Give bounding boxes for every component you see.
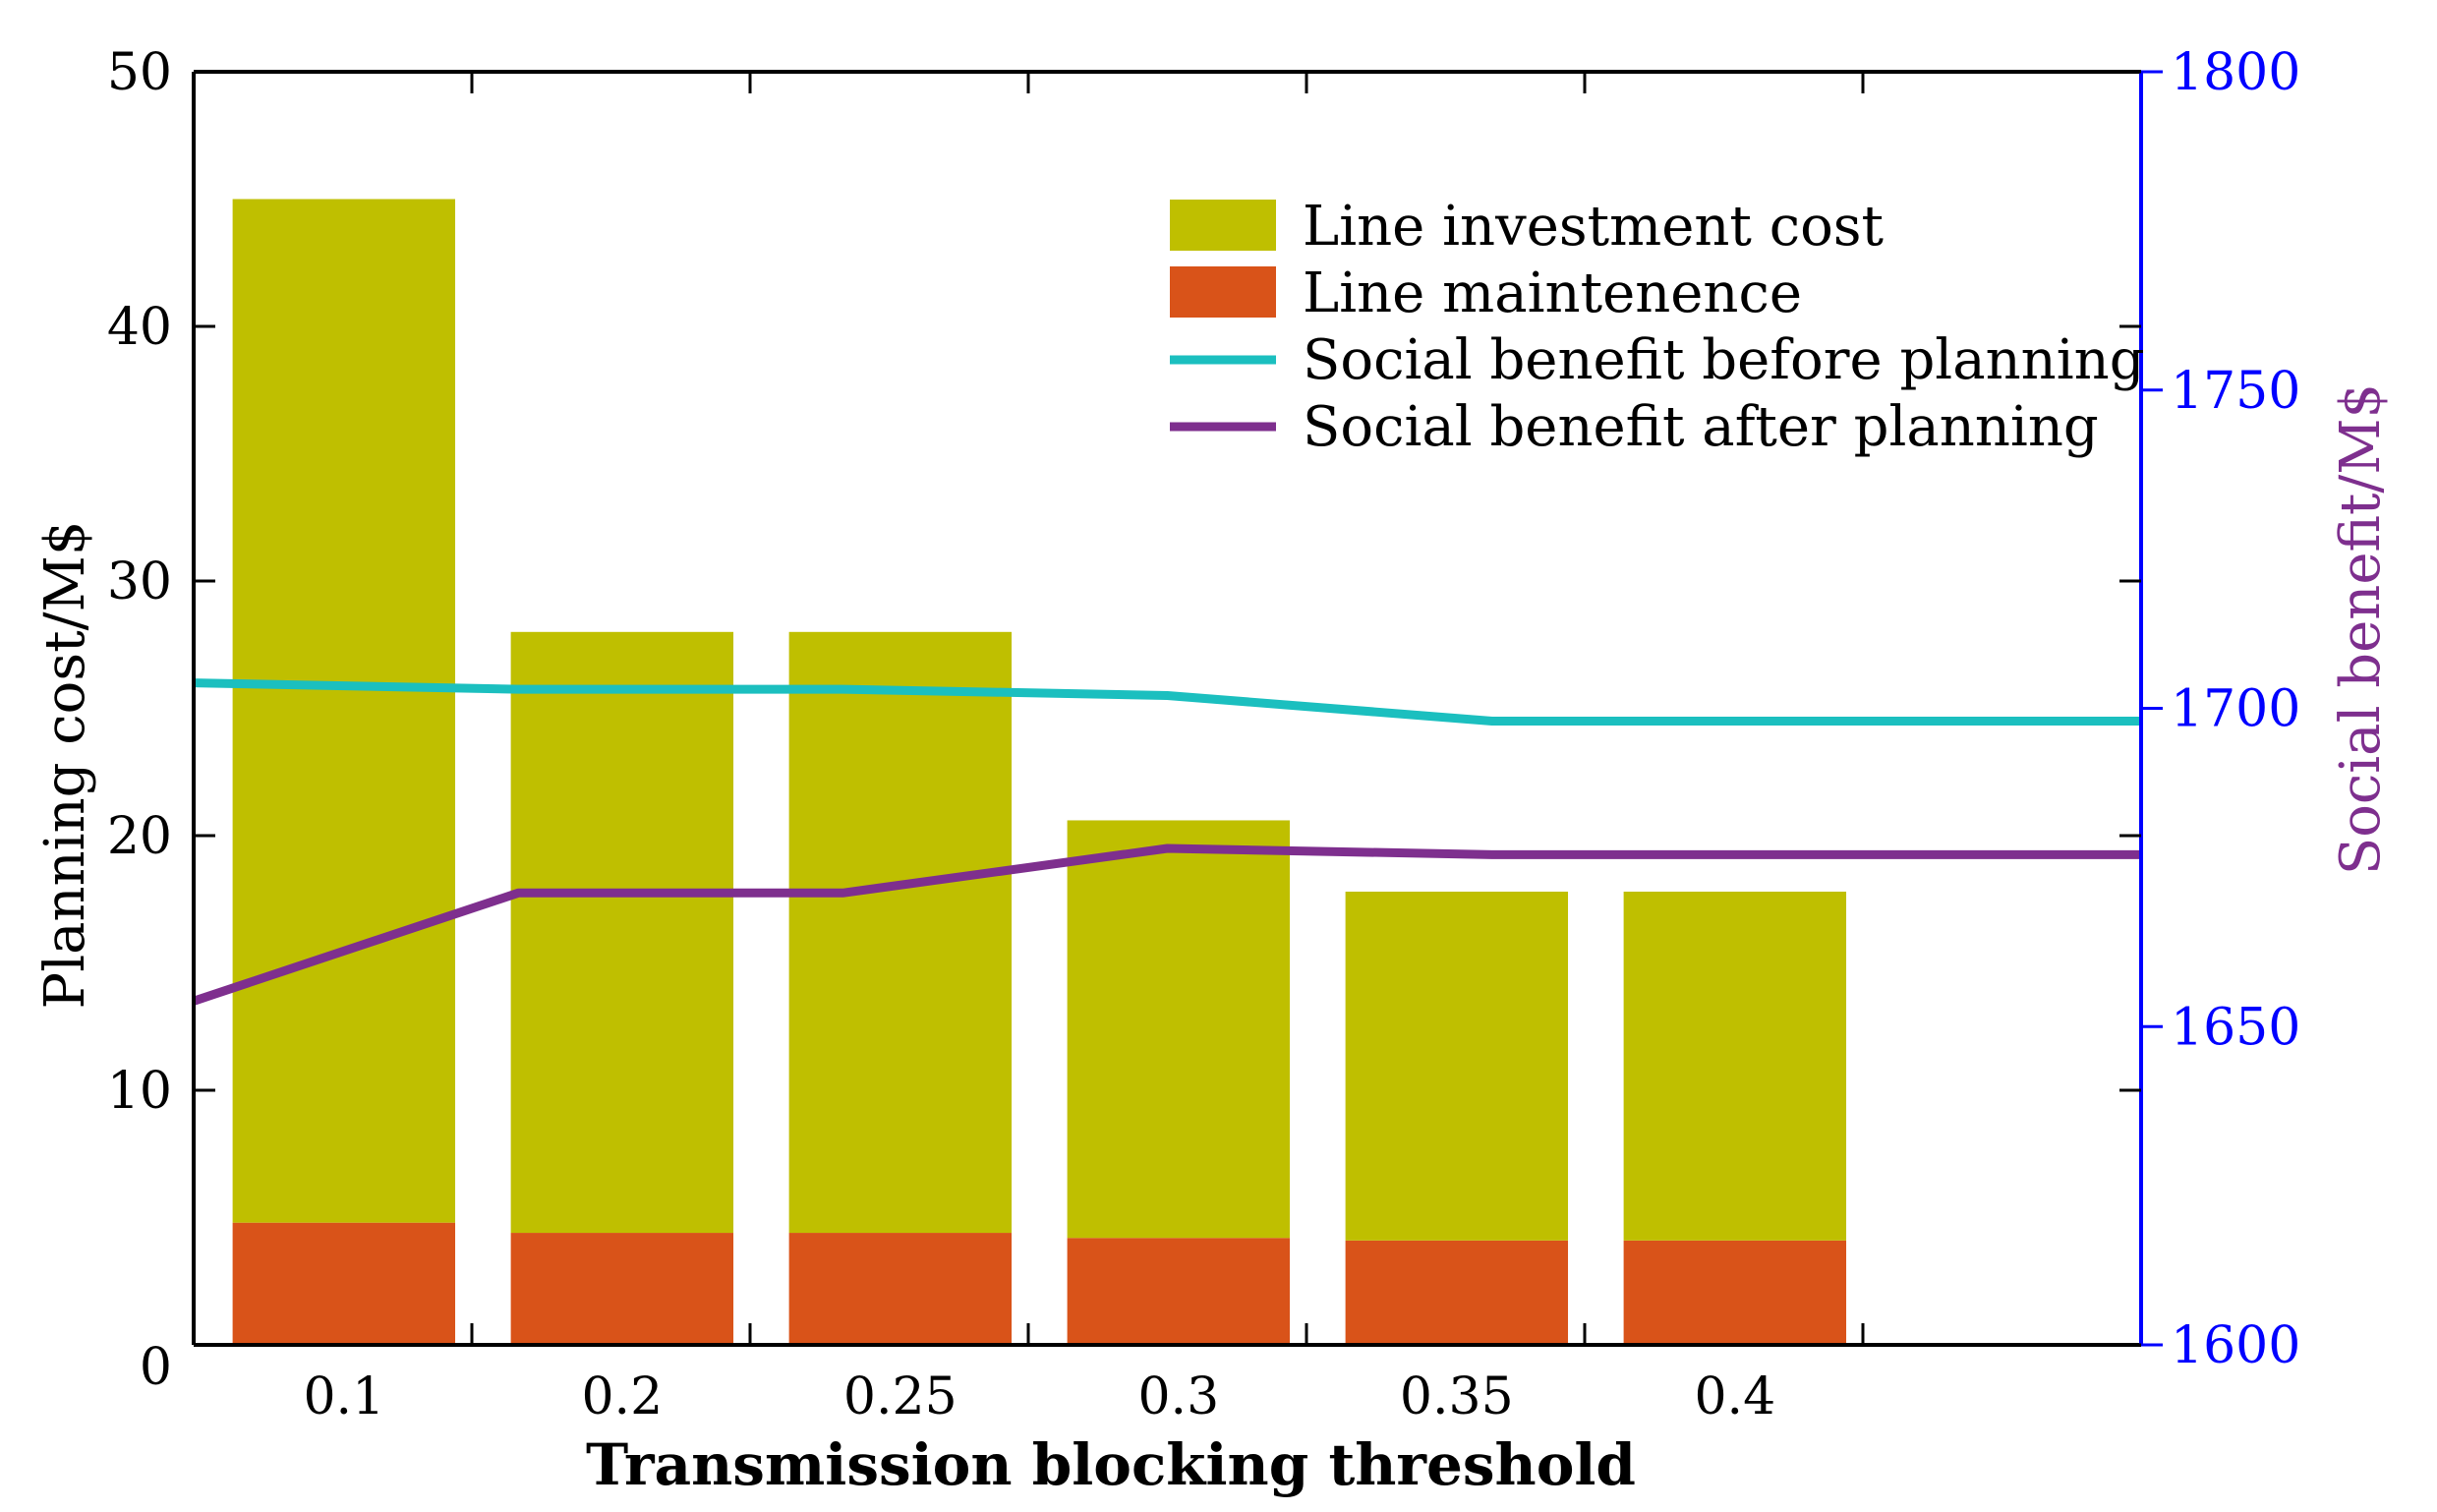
bar-line-investment-cost-0.25 — [788, 631, 1013, 1234]
bar-line-investment-cost-0.2 — [510, 631, 734, 1234]
y-left-tick-label: 40 — [107, 298, 172, 357]
bar-line-maintenence-0.2 — [510, 1233, 734, 1345]
y-right-tick-label: 1600 — [2171, 1316, 2300, 1375]
y-right-tick-label: 1650 — [2171, 998, 2300, 1057]
bar-line-maintenence-0.1 — [232, 1222, 456, 1345]
legend-label: Social benefit after planning — [1303, 395, 2099, 459]
x-tick-label: 0.25 — [843, 1367, 957, 1426]
y-right-tick-label: 1700 — [2171, 680, 2300, 739]
y-left-tick-label: 30 — [107, 552, 172, 611]
bar-line-maintenence-0.3 — [1067, 1238, 1291, 1345]
line-social-benefit-before-planning — [193, 678, 2141, 726]
x-tick-label: 0.35 — [1400, 1367, 1514, 1426]
legend-label: Line investment cost — [1303, 195, 1885, 259]
bar-line-maintenence-0.35 — [1345, 1240, 1569, 1345]
x-tick-label: 0.3 — [1137, 1367, 1219, 1426]
line-social-benefit-after-planning — [192, 843, 2141, 1006]
legend-label: Social benefit before planning — [1303, 328, 2145, 392]
x-tick-label: 0.2 — [581, 1367, 663, 1426]
x-axis-title: Transmission blocking threshold — [586, 1431, 1636, 1498]
axes-frame — [192, 70, 2143, 1347]
bar-line-investment-cost-0.1 — [232, 199, 456, 1223]
y-axis-left-title: Planning cost/M$ — [33, 521, 97, 1010]
y-right-tick-label: 1800 — [2171, 43, 2300, 102]
y-left-tick-label: 10 — [107, 1062, 172, 1121]
bar-line-maintenence-0.25 — [788, 1233, 1013, 1345]
legend-swatch — [1170, 266, 1276, 318]
bar-line-investment-cost-0.35 — [1345, 891, 1569, 1241]
x-tick-label: 0.4 — [1694, 1367, 1775, 1426]
bar-line-investment-cost-0.3 — [1067, 820, 1291, 1239]
y-right-tick-label: 1750 — [2171, 362, 2300, 421]
legend-swatch — [1170, 200, 1276, 251]
bar-line-maintenence-0.4 — [1623, 1240, 1847, 1345]
y-axis-right-title: Social benefit/M$ — [2329, 383, 2393, 875]
y-left-tick-label: 50 — [107, 43, 172, 102]
lines-layer — [192, 678, 2141, 1006]
bars-layer — [232, 199, 1847, 1345]
ticks-layer: 0 10 20 30 40 50 1600 1650 1700 1750 1800 0.1 0.2 0.2… — [107, 43, 2301, 1426]
x-tick-label: 0.1 — [303, 1367, 384, 1426]
legend-label: Line maintenence — [1303, 262, 1802, 325]
bar-line-investment-cost-0.4 — [1623, 891, 1847, 1241]
y-left-tick-label: 0 — [140, 1338, 172, 1397]
y-left-tick-label: 20 — [107, 807, 172, 866]
